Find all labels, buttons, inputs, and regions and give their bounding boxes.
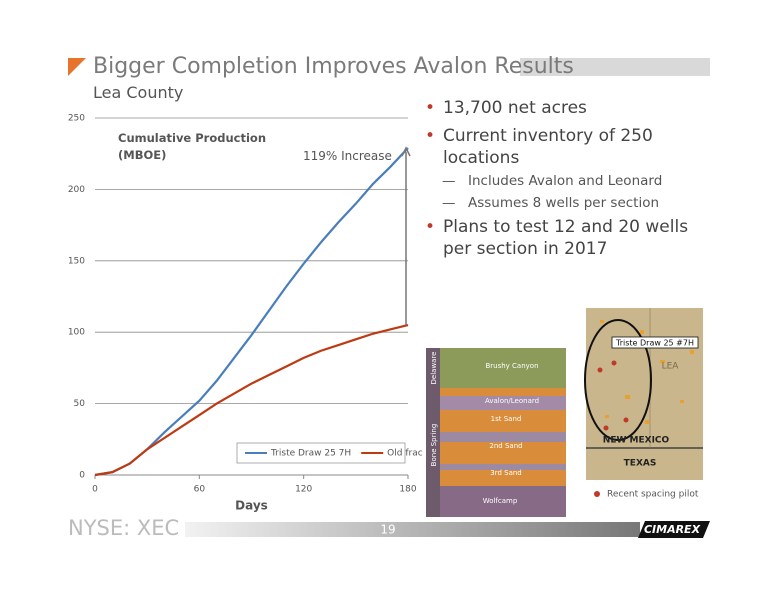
layer-label: Wolfcamp	[483, 497, 518, 505]
layer-label: 1st Sand	[491, 415, 522, 423]
x-tick-label: 180	[399, 485, 416, 495]
layer-label: 2nd Sand	[489, 442, 522, 450]
logo-box	[638, 521, 710, 538]
slide-subtitle: Lea County	[93, 83, 184, 102]
sub-bullet: Assumes 8 wells per section	[442, 195, 659, 211]
arrow-head	[401, 146, 411, 157]
sub-bullet: Includes Avalon and Leonard	[442, 173, 662, 189]
legend-label: Triste Draw 25 7H	[270, 449, 351, 459]
line-series	[94, 147, 409, 477]
ticker: NYSE: XEC	[68, 516, 180, 540]
county-label: LEA	[662, 362, 680, 372]
title-bar	[520, 58, 710, 76]
legend-box	[236, 442, 406, 464]
group-label: Bone Spring	[430, 424, 438, 467]
well-label: Triste Draw 25 #7H	[615, 339, 694, 348]
group-label: Delaware	[430, 352, 438, 385]
y-tick-label: 250	[68, 114, 85, 124]
x-tick-label: 0	[92, 485, 98, 495]
slide-title: Bigger Completion Improves Avalon Result…	[93, 54, 574, 79]
x-tick-label: 120	[295, 485, 312, 495]
state-label: NEW MEXICO	[603, 436, 670, 446]
legend-label: Old frac	[387, 449, 423, 459]
bullet: Plans to test 12 and 20 wells per sectio…	[425, 216, 693, 260]
title-marker	[68, 58, 86, 76]
x-axis-label: Days	[235, 499, 268, 513]
map	[584, 308, 703, 497]
y-tick-label: 0	[79, 471, 85, 481]
footer-bar	[185, 522, 640, 537]
y-tick-label: 50	[74, 399, 86, 409]
chart-title: Cumulative Production (MBOE)	[118, 131, 267, 162]
bullet: Current inventory of 250 locations	[425, 125, 693, 169]
map-legend: Recent spacing pilot	[607, 490, 699, 500]
annotation: 119% Increase	[303, 149, 392, 163]
state-label: TEXAS	[624, 459, 657, 469]
bullet: 13,700 net acres	[425, 97, 693, 119]
layer-label: Avalon/Leonard	[485, 397, 539, 405]
line-series	[94, 323, 409, 477]
layer-label: Brushy Canyon	[485, 362, 538, 370]
logo: CIMAREX	[644, 523, 701, 536]
y-tick-label: 200	[68, 185, 85, 195]
x-tick-label: 60	[194, 485, 206, 495]
geology-column	[426, 348, 566, 517]
page-number: 19	[380, 523, 395, 537]
layer-label: 3rd Sand	[490, 469, 522, 477]
y-tick-label: 100	[68, 328, 85, 338]
y-tick-label: 150	[68, 256, 85, 266]
